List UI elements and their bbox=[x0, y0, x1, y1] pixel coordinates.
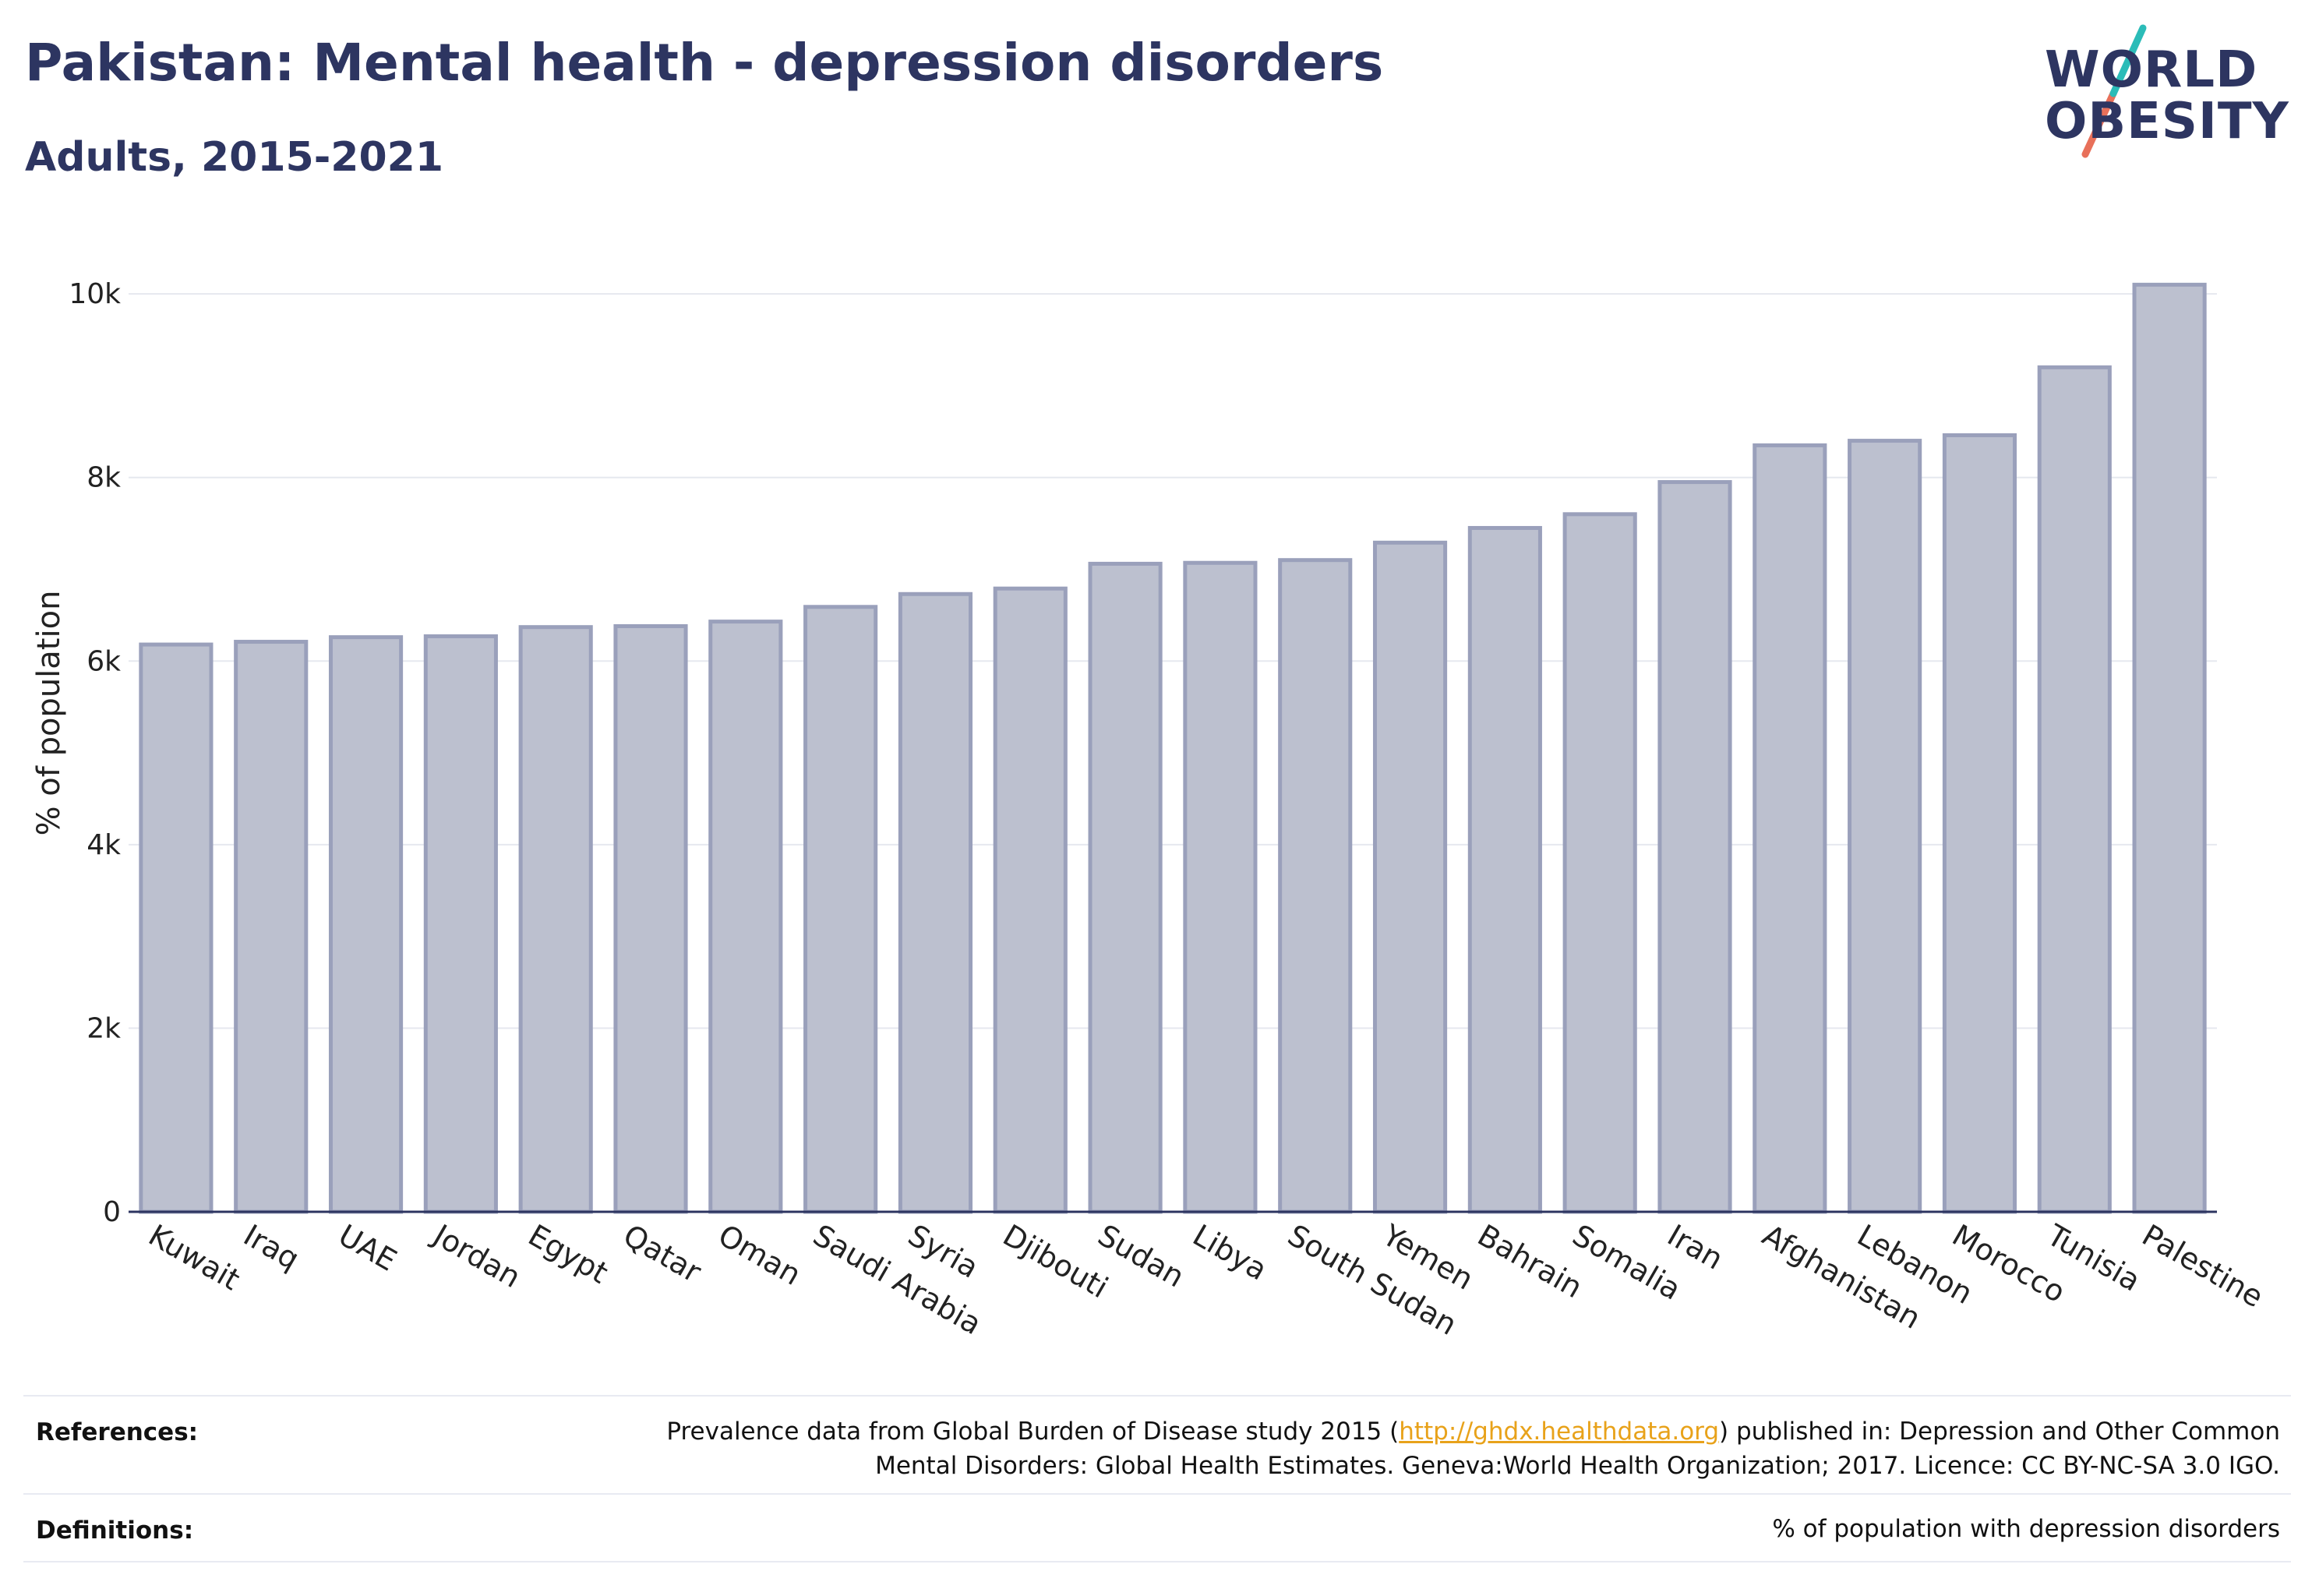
x-tick-label: Iraq bbox=[238, 1218, 305, 1276]
bar bbox=[2132, 282, 2207, 1214]
bar bbox=[1278, 558, 1353, 1214]
bar bbox=[423, 634, 498, 1214]
bar bbox=[139, 642, 214, 1214]
x-tick-label: Oman bbox=[712, 1218, 807, 1292]
bar bbox=[1372, 540, 1448, 1214]
bar bbox=[328, 635, 404, 1214]
bar bbox=[1657, 480, 1732, 1214]
x-tick-label: Afghanistan bbox=[1756, 1218, 1926, 1336]
x-tick-label: Iran bbox=[1662, 1218, 1729, 1276]
y-tick-label: 4k bbox=[86, 829, 121, 861]
logo-word-obesity: OBESITY bbox=[2045, 93, 2289, 150]
footer-divider-top bbox=[23, 1395, 2291, 1396]
y-tick-label: 2k bbox=[86, 1012, 121, 1044]
x-tick-label: Jordan bbox=[426, 1217, 526, 1295]
x-tick-label: Djibouti bbox=[997, 1218, 1114, 1305]
footer-divider-middle bbox=[23, 1493, 2291, 1495]
y-tick-label: 0 bbox=[103, 1196, 121, 1228]
bar bbox=[1562, 512, 1637, 1214]
references-text: Prevalence data from Global Burden of Di… bbox=[666, 1414, 2280, 1483]
chart-title: Pakistan: Mental health - depression dis… bbox=[25, 33, 1384, 93]
x-tick-label: Somalia bbox=[1567, 1218, 1687, 1307]
y-tick-label: 6k bbox=[86, 645, 121, 677]
x-tick-label: Bahrain bbox=[1472, 1218, 1588, 1305]
references-text-start: Prevalence data from Global Burden of Di… bbox=[666, 1418, 1400, 1446]
bar bbox=[1467, 525, 1542, 1214]
x-tick-label: Qatar bbox=[618, 1218, 708, 1290]
y-axis-title: % of population bbox=[31, 591, 67, 836]
world-obesity-logo: WORLD OBESITY bbox=[2026, 22, 2291, 170]
x-tick-label: Kuwait bbox=[143, 1218, 245, 1298]
bar bbox=[803, 605, 878, 1214]
footer-divider-bottom bbox=[23, 1561, 2291, 1562]
definitions-text: % of population with depression disorder… bbox=[1772, 1515, 2280, 1543]
x-tick-label: UAE bbox=[333, 1218, 402, 1278]
references-text-end: ) published in: Depression and Other Com… bbox=[1719, 1418, 2280, 1446]
x-tick-label: Libya bbox=[1187, 1218, 1273, 1287]
x-tick-label: Egypt bbox=[523, 1218, 614, 1291]
bar bbox=[708, 620, 783, 1214]
y-tick-label: 10k bbox=[69, 278, 121, 310]
references-text-line2: Mental Disorders: Global Health Estimate… bbox=[875, 1452, 2280, 1480]
references-link[interactable]: http://ghdx.healthdata.org bbox=[1399, 1418, 1720, 1446]
bar bbox=[613, 624, 688, 1214]
references-label: References: bbox=[36, 1418, 199, 1446]
definitions-label: Definitions: bbox=[36, 1517, 194, 1545]
bar bbox=[1848, 439, 1922, 1214]
logo-word-world: WORLD bbox=[2045, 41, 2258, 99]
bar bbox=[234, 640, 309, 1214]
bar bbox=[1942, 433, 2017, 1214]
y-tick-label: 8k bbox=[86, 462, 121, 494]
bar bbox=[518, 625, 593, 1214]
bar bbox=[1183, 560, 1258, 1214]
bar bbox=[1753, 443, 1827, 1214]
bar bbox=[993, 586, 1068, 1214]
logo-slash-icon bbox=[2081, 24, 2147, 158]
bar bbox=[2037, 365, 2112, 1214]
bar bbox=[1088, 561, 1163, 1214]
chart-subtitle: Adults, 2015-2021 bbox=[25, 134, 444, 181]
y-axis-ticks: 0 2k 4k 6k 8k 10k bbox=[69, 278, 121, 1228]
bars bbox=[139, 282, 2207, 1214]
x-tick-label: Palestine bbox=[2137, 1218, 2269, 1315]
bar bbox=[898, 591, 973, 1214]
